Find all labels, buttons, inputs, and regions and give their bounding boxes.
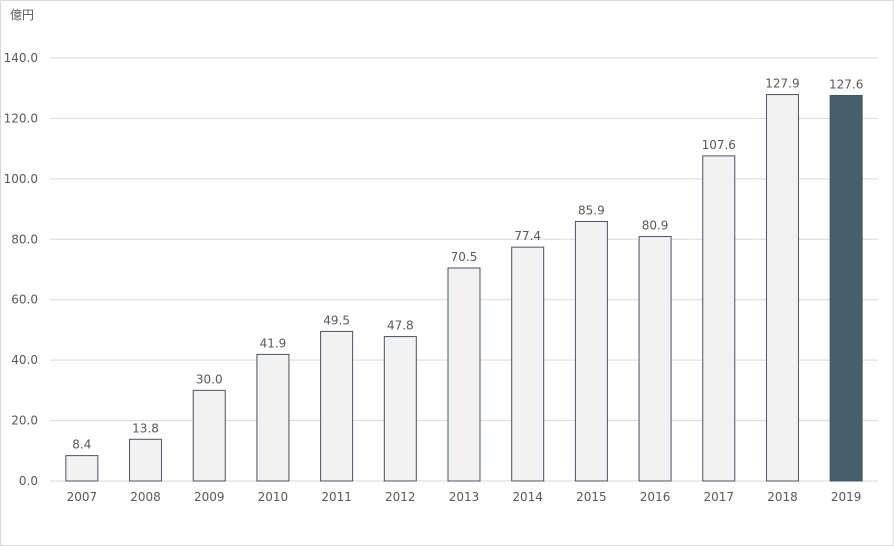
x-tick-label: 2018: [767, 490, 798, 504]
bar: [65, 455, 99, 482]
bar: [574, 220, 608, 482]
y-tick-label: 40.0: [11, 353, 38, 367]
bar: [320, 330, 354, 482]
x-tick-label: 2008: [130, 490, 161, 504]
x-tick-label: 2013: [449, 490, 480, 504]
x-tick-label: 2007: [67, 490, 98, 504]
x-tick-label: 2014: [512, 490, 543, 504]
data-label: 77.4: [514, 229, 541, 243]
bar: [256, 353, 290, 482]
data-label: 8.4: [72, 438, 91, 452]
x-tick-label: 2011: [321, 490, 352, 504]
x-tick-label: 2019: [831, 490, 862, 504]
x-tick-label: 2017: [703, 490, 734, 504]
bar: [638, 236, 672, 482]
y-tick-label: 80.0: [11, 232, 38, 246]
x-tick-label: 2009: [194, 490, 225, 504]
y-tick-label: 60.0: [11, 293, 38, 307]
y-tick-label: 100.0: [4, 172, 38, 186]
bar: [447, 267, 481, 482]
data-label: 107.6: [702, 138, 736, 152]
data-label: 127.9: [765, 77, 799, 91]
bar: [829, 94, 863, 482]
bar: [129, 438, 163, 482]
y-tick-label: 140.0: [4, 51, 38, 65]
y-tick-label: 0.0: [19, 474, 38, 488]
data-label: 47.8: [387, 319, 414, 333]
bar: [765, 94, 799, 482]
x-tick-label: 2016: [640, 490, 671, 504]
bar: [383, 336, 417, 482]
data-label: 30.0: [196, 372, 223, 386]
bar: [702, 155, 736, 482]
y-tick-label: 120.0: [4, 111, 38, 125]
bar: [192, 389, 226, 482]
x-tick-label: 2012: [385, 490, 416, 504]
x-tick-label: 2015: [576, 490, 607, 504]
bar: [511, 246, 545, 482]
y-axis-unit-label: 億円: [10, 8, 35, 22]
data-label: 70.5: [451, 250, 478, 264]
data-label: 49.5: [323, 313, 350, 327]
data-label: 85.9: [578, 203, 605, 217]
data-label: 80.9: [642, 219, 669, 233]
data-label: 127.6: [829, 77, 863, 91]
data-label: 41.9: [260, 336, 287, 350]
x-tick-label: 2010: [258, 490, 289, 504]
data-label: 13.8: [132, 421, 159, 435]
y-tick-label: 20.0: [11, 414, 38, 428]
